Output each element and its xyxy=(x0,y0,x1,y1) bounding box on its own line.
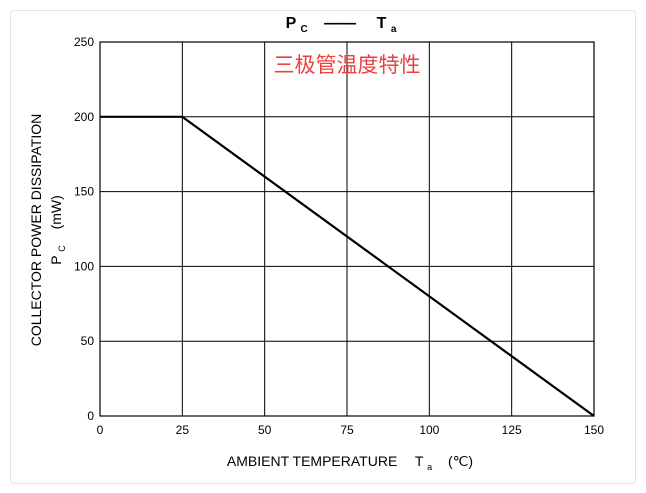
x-axis-label: AMBIENT TEMPERATURE T a (℃) xyxy=(227,453,473,473)
y-tick-label: 0 xyxy=(87,409,94,423)
title-left-sub: C xyxy=(300,24,307,35)
title-right-main: T xyxy=(377,15,387,32)
x-axis-label-symbol: T xyxy=(415,453,424,469)
plot-border xyxy=(99,41,595,417)
x-tick-label: 0 xyxy=(97,423,104,437)
y-tick-label: 100 xyxy=(74,259,94,273)
series-line xyxy=(100,115,595,417)
y-tick-label: 150 xyxy=(74,185,94,199)
x-axis-label-main: AMBIENT TEMPERATURE xyxy=(227,453,397,469)
title-dash: —— xyxy=(324,15,356,32)
y-tick-label: 250 xyxy=(74,35,94,49)
x-tick-label: 50 xyxy=(258,423,272,437)
y-axis-label-unit: (mW) xyxy=(48,195,64,229)
y-axis-label-line1: COLLECTOR POWER DISSIPATION xyxy=(28,114,44,347)
x-tick-label: 25 xyxy=(176,423,190,437)
grid xyxy=(99,41,595,417)
y-axis-label: COLLECTOR POWER DISSIPATION P C (mW) xyxy=(28,114,68,347)
x-tick-label: 100 xyxy=(419,423,439,437)
y-axis-label-line2: P C (mW) xyxy=(48,195,68,265)
y-tick-label: 200 xyxy=(74,110,94,124)
chart-subtitle: 三极管温度特性 xyxy=(274,53,421,77)
title-right-sub: a xyxy=(391,24,397,35)
x-axis-label-unit: (℃) xyxy=(448,453,473,469)
chart-title: P C —— T a xyxy=(286,15,397,36)
y-tick-labels: 0 50 100 150 200 250 xyxy=(74,35,94,423)
x-axis-label-symbol-sub: a xyxy=(427,462,432,472)
x-tick-label: 150 xyxy=(584,423,604,437)
y-axis-label-symbol: P xyxy=(48,256,64,265)
title-left-main: P xyxy=(286,15,297,32)
x-tick-label: 125 xyxy=(502,423,522,437)
y-tick-label: 50 xyxy=(81,334,95,348)
y-axis-label-symbol-sub: C xyxy=(57,245,67,252)
x-tick-label: 75 xyxy=(340,423,354,437)
x-tick-labels: 0 25 50 75 100 125 150 xyxy=(97,423,605,437)
chart-frame xyxy=(10,10,636,484)
